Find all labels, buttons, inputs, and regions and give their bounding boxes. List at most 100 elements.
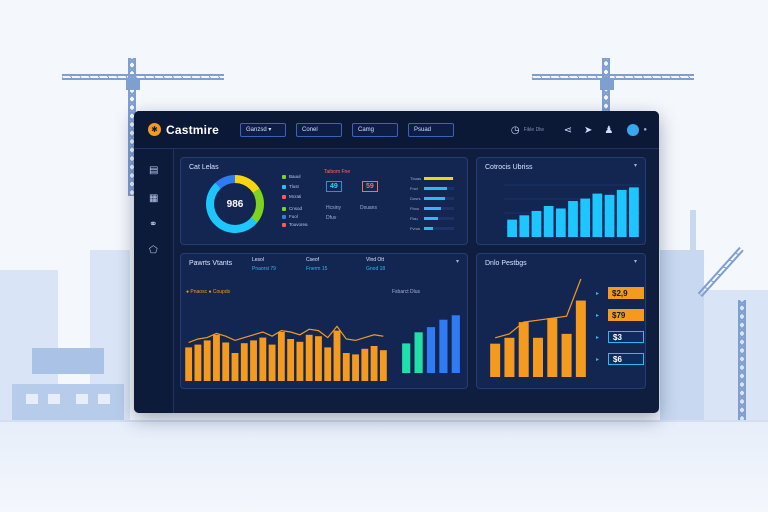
chart-bar	[250, 340, 257, 381]
document-icon[interactable]: ▤	[149, 165, 159, 176]
trend-tab[interactable]: Lesol	[252, 257, 264, 263]
legend-label: Touvorea	[289, 222, 308, 227]
ranking-bar-chart	[490, 278, 586, 377]
user-icon[interactable]: ♟	[604, 124, 614, 136]
chart-bar	[277, 332, 285, 381]
filter-dropdown[interactable]: Conel	[296, 122, 342, 137]
legend-label: Fuol	[289, 214, 298, 219]
trend-tab[interactable]: Cseof	[306, 257, 320, 263]
shield-icon[interactable]: ⬠	[149, 245, 158, 256]
chart-bar	[370, 346, 378, 381]
trend-tab-sub: Pnaorsi 79	[252, 266, 276, 272]
arrow-icon: ▸	[596, 290, 600, 297]
trend-tab[interactable]: Vlnd Ott	[366, 257, 385, 263]
send-icon[interactable]: ➤	[584, 124, 593, 136]
overview-title: Cat Lelas	[189, 164, 219, 171]
donut-value: 986	[214, 183, 256, 225]
progress-row: Tbuas	[410, 176, 454, 181]
ranking-row: ▸ $79	[596, 309, 644, 321]
panel-menu-icon[interactable]: ▾	[633, 163, 637, 169]
legend-swatch	[282, 184, 286, 189]
avatar[interactable]	[627, 124, 640, 136]
menu-dot-icon[interactable]: ●	[643, 127, 647, 133]
legend-item: Tlust	[282, 184, 299, 189]
arrow-icon: ▸	[596, 356, 600, 363]
progress-row: Dosrs	[410, 196, 454, 201]
progress-row: Fnct	[410, 186, 454, 191]
trend-tab-sub: Fnerm 15	[306, 266, 328, 272]
link-icon[interactable]: ⚭	[149, 219, 158, 230]
progress-row: Fbou	[410, 206, 454, 211]
kpi-caption: Taibom Fne	[324, 169, 351, 175]
chart-bar	[402, 343, 411, 373]
chart-bar	[519, 215, 530, 237]
panel-menu-icon[interactable]: ▾	[455, 259, 459, 265]
arrow-icon: ▸	[596, 312, 600, 319]
chart-bar	[213, 334, 220, 381]
legend-swatch	[282, 174, 286, 179]
legend-item: Touvorea	[282, 222, 308, 227]
progress-track	[424, 227, 454, 230]
arrow-icon: ▸	[596, 334, 600, 341]
ranking-panel: Dnlo Pestbgs ▾	[476, 253, 646, 389]
chart-bar	[426, 327, 436, 373]
filter-dropdown[interactable]: Psuad	[408, 122, 454, 137]
progress-label: Fbou	[410, 206, 420, 211]
clock-icon[interactable]: ◷	[510, 124, 520, 136]
trend-legend: ● Pnaosc ● Coupds	[186, 289, 231, 295]
chart-bar	[547, 318, 558, 377]
chart-bar	[268, 344, 276, 381]
trends-bar-chart	[185, 325, 387, 381]
app-logo[interactable]: ✱ Castmire	[148, 123, 240, 137]
legend-swatch	[282, 194, 286, 199]
legend-label: Cnsod	[289, 206, 303, 211]
crane-icon	[738, 300, 746, 422]
dashboard-window: ✱ Castmire Ganzsd ▾ Conel Camg Psuad ◷ F…	[134, 111, 659, 413]
legend-item: Fuol	[282, 214, 298, 219]
ranking-row: ▸ $2,9	[596, 287, 644, 299]
house-window	[76, 394, 88, 404]
progress-label: Flau	[410, 216, 418, 221]
chart-bar	[518, 322, 529, 377]
ground	[0, 422, 768, 512]
chart-bar	[439, 319, 448, 373]
legend-item: Cnsod	[282, 206, 302, 211]
top-bar-actions: ◷ Fikle Dlw ⋖ ➤ ♟ ●	[499, 111, 659, 149]
legend-swatch	[282, 206, 286, 211]
chart-bar	[352, 354, 359, 381]
legend-label: Tlust	[289, 184, 299, 189]
progress-label: Dosrs	[410, 196, 421, 201]
filter-dropdown[interactable]: Camg	[352, 122, 398, 137]
image-icon[interactable]: ▦	[149, 193, 159, 204]
legend-label: Bauul	[289, 174, 301, 179]
cards-title: Cotrocis Ubriss	[485, 164, 533, 171]
progress-track	[424, 217, 454, 220]
share-icon[interactable]: ⋖	[563, 124, 573, 136]
filter-dropdown[interactable]: Ganzsd ▾	[240, 122, 286, 137]
chart-bar	[580, 198, 591, 237]
chart-bar	[629, 187, 639, 237]
panel-menu-icon[interactable]: ▾	[633, 259, 637, 265]
legend-item: Bauul	[282, 174, 301, 179]
ranking-row: ▸ $3	[596, 331, 644, 343]
legend-item: Mcrati	[282, 194, 301, 199]
chart-bar	[414, 332, 423, 373]
chart-line	[188, 325, 384, 344]
house-window	[98, 394, 110, 404]
kpi-value: 59	[362, 181, 378, 192]
house-illustration	[12, 348, 124, 424]
progress-track	[424, 207, 454, 210]
chart-bar	[342, 353, 350, 381]
ranking-value: $79	[608, 309, 644, 321]
chart-bar	[451, 315, 460, 373]
chart-bar	[324, 347, 332, 381]
background-building	[660, 250, 704, 422]
chart-bar	[531, 210, 542, 237]
crane-cab	[126, 80, 140, 90]
progress-track	[424, 187, 454, 190]
progress-track	[424, 177, 454, 180]
legend-label: Mcrati	[289, 194, 302, 199]
progress-track	[424, 197, 454, 200]
chart-bar	[575, 300, 586, 377]
